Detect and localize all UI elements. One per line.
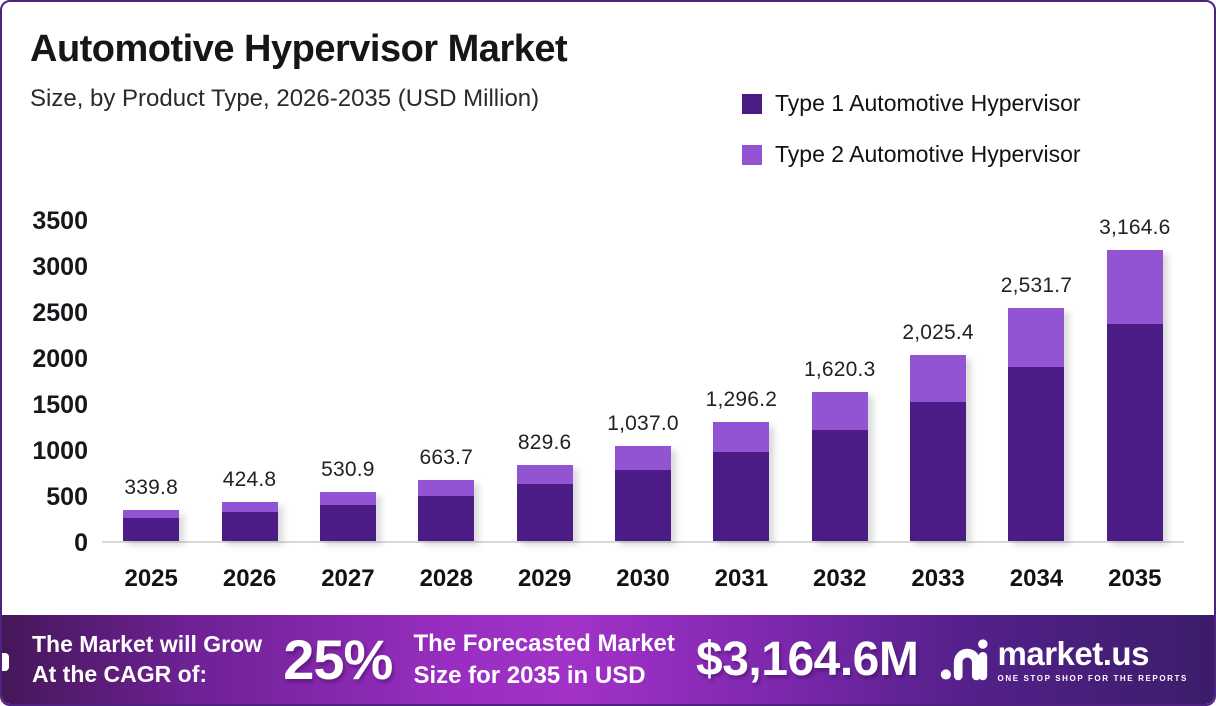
stacked-bar-2034	[1008, 308, 1065, 541]
x-tick-label: 2029	[517, 565, 572, 592]
type1-segment	[1008, 367, 1065, 541]
brand-tagline: ONE STOP SHOP FOR THE REPORTS	[997, 673, 1188, 683]
bar-value-label: 2,531.7	[1000, 274, 1073, 298]
y-tick-label: 0	[74, 529, 88, 557]
stacked-bar-2028	[418, 479, 475, 541]
cagr-line1: The Market will Grow	[32, 630, 263, 657]
type2-segment	[516, 464, 573, 485]
forecast-line2: Size for 2035 in USD	[413, 661, 646, 689]
y-tick-label: 3500	[32, 207, 88, 235]
cagr-text: The Market will Grow At the CAGR of:	[32, 630, 262, 690]
summary-banner: The Market will Grow At the CAGR of: 25%…	[2, 615, 1214, 704]
stacked-bar-2032	[811, 391, 868, 541]
chart-legend: Type 1 Automotive Hypervisor Type 2 Auto…	[742, 90, 1081, 192]
bar-value-label: 2,025.4	[902, 320, 974, 344]
bar-value-label: 1,620.3	[803, 357, 876, 381]
y-tick-label: 3000	[32, 253, 88, 281]
type2-segment	[811, 391, 868, 430]
bar-value-label: 663.7	[419, 445, 474, 469]
stacked-bar-2026	[221, 501, 278, 541]
x-tick-label: 2026	[222, 565, 277, 592]
legend-item-type1: Type 1 Automotive Hypervisor	[742, 90, 1081, 117]
y-tick-label: 1000	[32, 437, 88, 465]
bar-value-label: 339.8	[124, 475, 178, 499]
type2-swatch-icon	[742, 144, 762, 165]
x-tick-label: 2035	[1108, 565, 1162, 592]
type2-segment	[319, 492, 376, 505]
stacked-bar-2025	[123, 509, 180, 541]
x-tick-label: 2025	[124, 565, 178, 592]
plot-area: 339.8 424.8 530.9 663.7 829.6 1,037.0 1,296.2 1…	[102, 207, 1184, 543]
x-tick-label: 2032	[813, 565, 867, 592]
cagr-line2: At the CAGR of:	[32, 660, 208, 687]
bar-value-label: 3,164.6	[1099, 215, 1171, 239]
brand-text: market.us ONE STOP SHOP FOR THE REPORTS	[998, 637, 1188, 683]
type1-swatch-icon	[742, 93, 762, 114]
bar-value-label: 1,296.2	[705, 387, 778, 411]
y-tick-label: 1500	[32, 391, 88, 419]
chart-subtitle: Size, by Product Type, 2026-2035 (USD Mi…	[30, 85, 540, 112]
x-tick-label: 2028	[419, 565, 473, 592]
stacked-bar-2030	[615, 445, 671, 541]
x-tick-label: 2027	[321, 565, 375, 592]
x-tick-label: 2030	[616, 565, 670, 592]
y-tick-label: 500	[46, 483, 88, 511]
type1-segment	[1106, 324, 1163, 541]
x-axis: 2025 2026 2027 2028 2029 2030 2031 2032 2033 2034…	[102, 565, 1184, 599]
marketus-wave-icon	[940, 638, 988, 680]
forecast-value: $3,164.6M	[696, 633, 919, 686]
type1-segment	[221, 511, 278, 541]
legend-label: Type 2 Automotive Hypervisor	[775, 141, 1081, 167]
y-axis: 0 500 1000 1500 2000 2500 3000 3500	[2, 207, 94, 557]
forecast-line1: The Forecasted Market	[413, 630, 675, 658]
bar-value-label: 1,037.0	[607, 411, 679, 435]
left-edge-notch	[2, 653, 9, 671]
type2-segment	[418, 479, 475, 496]
type2-segment	[713, 421, 770, 453]
forecast-text: The Forecasted Market Size for 2035 in U…	[413, 628, 674, 690]
type1-segment	[615, 469, 671, 541]
stacked-bar-2033	[910, 354, 967, 541]
type1-segment	[516, 484, 573, 541]
stacked-bar-2027	[319, 492, 376, 541]
legend-item-type2: Type 2 Automotive Hypervisor	[742, 141, 1081, 168]
bar-value-label: 424.8	[222, 467, 277, 491]
type2-segment	[221, 501, 278, 512]
bar-value-label: 829.6	[517, 430, 572, 454]
stacked-bar-2035	[1106, 249, 1163, 541]
x-tick-label: 2031	[714, 565, 769, 592]
y-tick-label: 2000	[32, 345, 88, 373]
cagr-value: 25%	[283, 628, 393, 691]
type2-segment	[910, 354, 967, 403]
stacked-bar-2029	[516, 464, 573, 541]
type2-segment	[1008, 308, 1065, 368]
x-tick-label: 2034	[1009, 565, 1064, 592]
brand-name: market.us	[997, 634, 1150, 672]
type2-segment	[615, 445, 671, 470]
chart-header: Automotive Hypervisor Market Size, by Pr…	[30, 28, 568, 113]
type1-segment	[123, 517, 180, 541]
legend-label: Type 1 Automotive Hypervisor	[775, 90, 1081, 116]
type1-segment	[910, 402, 967, 541]
bar-value-label: 530.9	[321, 458, 375, 482]
type1-segment	[319, 504, 376, 541]
type2-segment	[123, 509, 180, 518]
type2-segment	[1106, 249, 1163, 325]
y-tick-label: 2500	[32, 299, 88, 327]
type1-segment	[713, 452, 770, 541]
type1-segment	[811, 429, 868, 541]
brand-logo: market.us ONE STOP SHOP FOR THE REPORTS	[940, 637, 1188, 683]
type1-segment	[418, 495, 475, 541]
stacked-bar-2031	[713, 421, 770, 541]
x-tick-label: 2033	[911, 565, 965, 592]
page-title: Automotive Hypervisor Market	[30, 28, 568, 70]
